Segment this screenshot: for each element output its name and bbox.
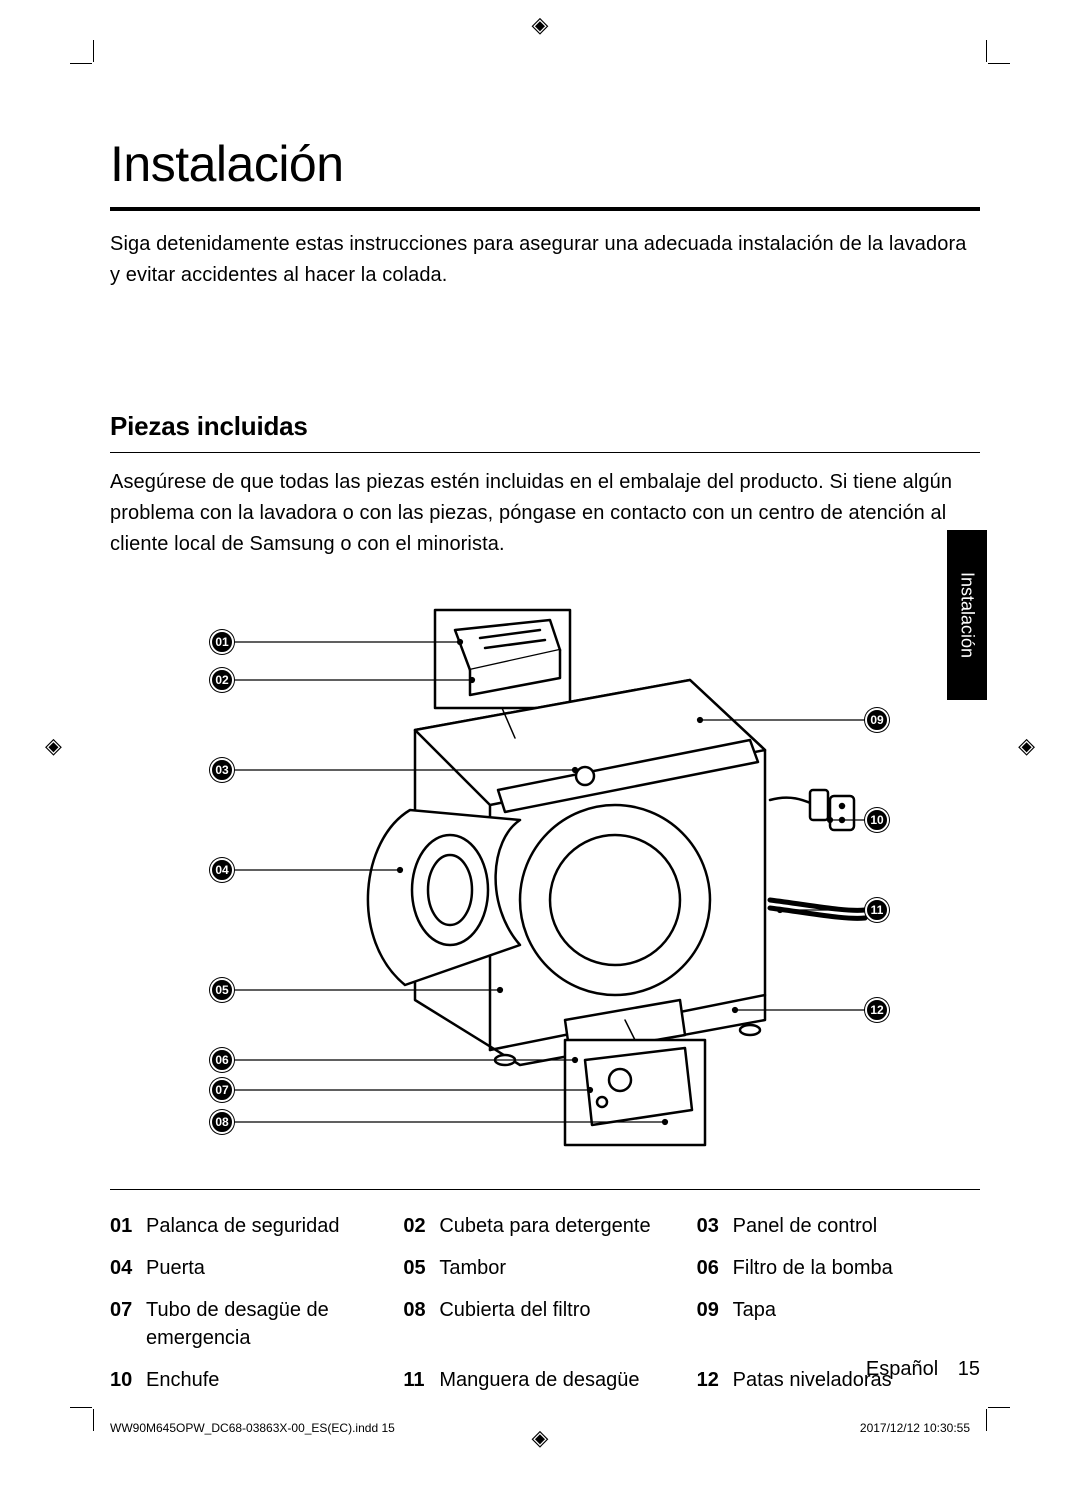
callout-12: 12: [865, 998, 889, 1022]
crop-frame: [986, 1409, 987, 1431]
callout-04: 04: [210, 858, 234, 882]
callout-01: 01: [210, 630, 234, 654]
title-rule: [110, 207, 980, 211]
callout-03: 03: [210, 758, 234, 782]
legend-label: Tambor: [439, 1254, 506, 1282]
legend-num: 02: [403, 1212, 431, 1240]
legend-label: Palanca de seguridad: [146, 1212, 339, 1240]
legend-item: 07 Tubo de desagüe de emergencia: [110, 1296, 393, 1352]
crop-frame: [93, 40, 94, 62]
parts-diagram: 01 02 03 04 05 06 07 08 09 10 11 12: [110, 590, 980, 1190]
crop-mark-icon: ◈: [532, 12, 549, 38]
crop-mark-icon: ◈: [1018, 733, 1035, 759]
legend-label: Filtro de la bomba: [733, 1254, 893, 1282]
legend-num: 08: [403, 1296, 431, 1324]
crop-frame: [988, 1407, 1010, 1408]
page-content: Instalación Siga detenidamente estas ins…: [110, 135, 980, 1394]
page-title: Instalación: [110, 135, 980, 193]
callout-06: 06: [210, 1048, 234, 1072]
legend-num: 07: [110, 1296, 138, 1324]
washer-illustration: [110, 590, 980, 1170]
legend-item: 01 Palanca de seguridad: [110, 1212, 393, 1240]
legend-label: Tubo de desagüe de emergencia: [146, 1296, 393, 1352]
section-heading: Piezas incluidas: [110, 411, 980, 442]
section-body: Asegúrese de que todas las piezas estén …: [110, 467, 980, 560]
print-job-id: WW90M645OPW_DC68-03863X-00_ES(EC).indd 1…: [110, 1421, 395, 1435]
legend-item: 08 Cubierta del filtro: [403, 1296, 686, 1352]
footer-language: Español: [866, 1358, 938, 1380]
crop-mark-icon: ◈: [532, 1425, 549, 1451]
legend-label: Tapa: [733, 1296, 776, 1324]
legend-num: 04: [110, 1254, 138, 1282]
page-footer: Español 15: [110, 1358, 980, 1381]
legend-item: 06 Filtro de la bomba: [697, 1254, 980, 1282]
legend-item: 05 Tambor: [403, 1254, 686, 1282]
callout-09: 09: [865, 708, 889, 732]
callout-05: 05: [210, 978, 234, 1002]
legend-item: 03 Panel de control: [697, 1212, 980, 1240]
callout-02: 02: [210, 668, 234, 692]
legend-num: 05: [403, 1254, 431, 1282]
legend-label: Panel de control: [733, 1212, 878, 1240]
callout-11: 11: [865, 898, 889, 922]
legend-item: 02 Cubeta para detergente: [403, 1212, 686, 1240]
legend-item: 04 Puerta: [110, 1254, 393, 1282]
callout-08: 08: [210, 1110, 234, 1134]
crop-frame: [70, 63, 92, 64]
legend-label: Puerta: [146, 1254, 205, 1282]
legend-num: 06: [697, 1254, 725, 1282]
crop-frame: [988, 63, 1010, 64]
legend-num: 01: [110, 1212, 138, 1240]
crop-frame: [70, 1407, 92, 1408]
crop-frame: [93, 1409, 94, 1431]
legend-label: Cubierta del filtro: [439, 1296, 590, 1324]
legend-num: 03: [697, 1212, 725, 1240]
legend-item: 09 Tapa: [697, 1296, 980, 1352]
footer-page-number: 15: [958, 1358, 980, 1380]
callout-10: 10: [865, 808, 889, 832]
section-rule: [110, 452, 980, 453]
callout-07: 07: [210, 1078, 234, 1102]
crop-frame: [986, 40, 987, 62]
intro-text: Siga detenidamente estas instrucciones p…: [110, 229, 980, 291]
legend-num: 09: [697, 1296, 725, 1324]
legend-label: Cubeta para detergente: [439, 1212, 650, 1240]
print-timestamp: 2017/12/12 10:30:55: [860, 1421, 970, 1435]
crop-mark-icon: ◈: [45, 733, 62, 759]
